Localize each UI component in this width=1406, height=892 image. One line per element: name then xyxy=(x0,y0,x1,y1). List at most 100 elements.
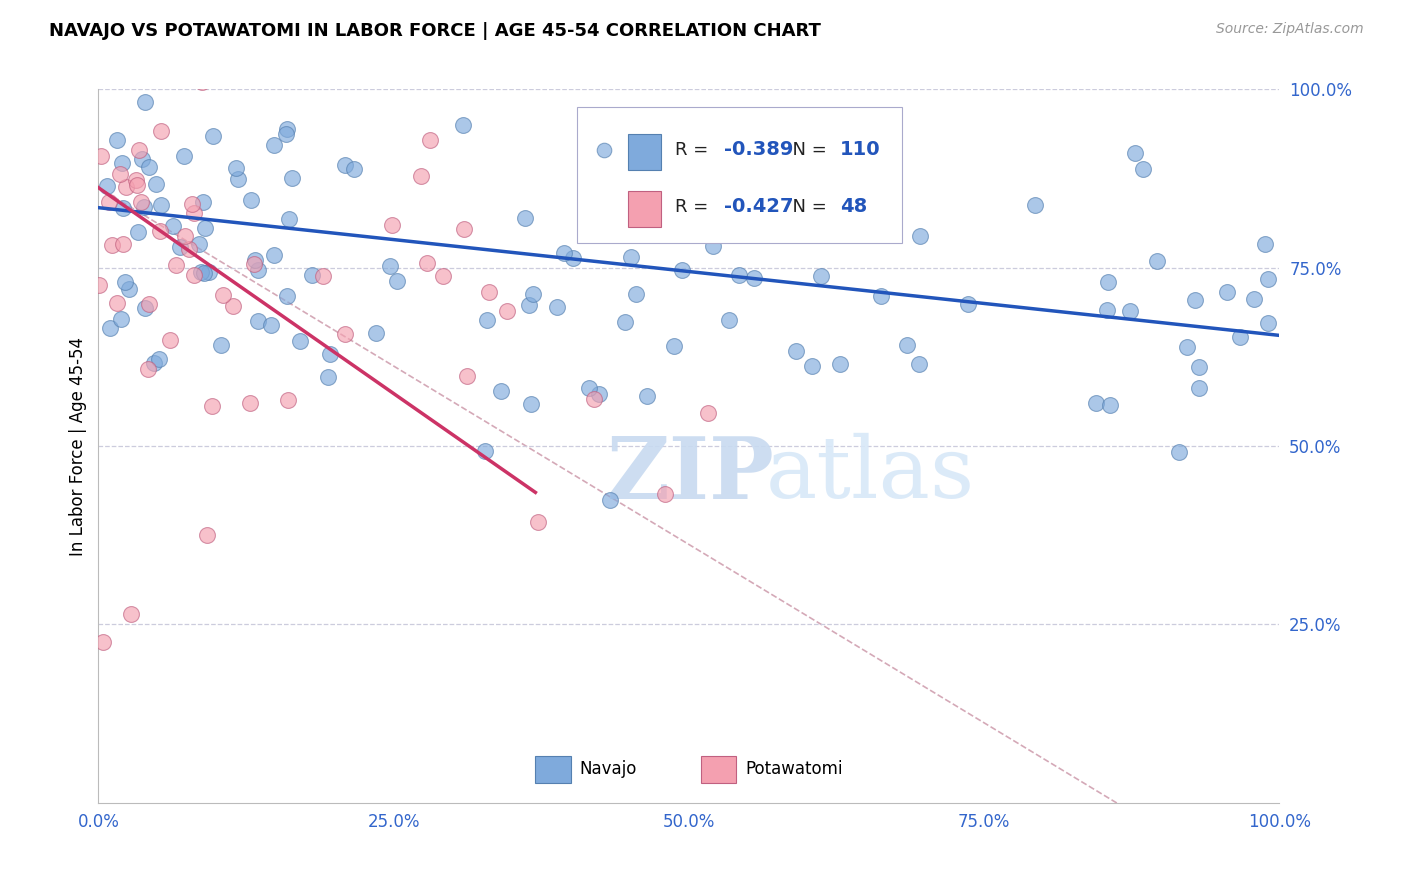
Point xyxy=(1024,198,1046,212)
Point xyxy=(718,313,741,327)
Point xyxy=(456,369,478,384)
Point xyxy=(810,269,832,284)
Point xyxy=(100,237,122,252)
Point xyxy=(654,487,676,501)
Point xyxy=(240,193,263,207)
Point xyxy=(173,228,195,243)
Point xyxy=(150,124,173,138)
Point xyxy=(908,228,931,243)
Point xyxy=(96,179,118,194)
Point xyxy=(111,236,134,251)
Point xyxy=(599,493,621,508)
Point xyxy=(588,387,610,401)
Bar xyxy=(627,191,661,227)
Point xyxy=(159,333,181,347)
Point xyxy=(276,289,298,303)
Text: 48: 48 xyxy=(841,197,868,217)
Point xyxy=(1257,316,1279,330)
Bar xyxy=(627,134,661,169)
Text: NAVAJO VS POTAWATOMI IN LABOR FORCE | AGE 45-54 CORRELATION CHART: NAVAJO VS POTAWATOMI IN LABOR FORCE | AG… xyxy=(49,22,821,40)
Text: R =: R = xyxy=(675,141,714,159)
Text: -0.389: -0.389 xyxy=(724,140,794,160)
Point xyxy=(169,240,191,254)
Point xyxy=(1229,330,1251,344)
Point xyxy=(149,198,172,212)
Point xyxy=(474,443,496,458)
Point xyxy=(1146,253,1168,268)
Point xyxy=(191,75,214,89)
Point xyxy=(112,201,135,215)
Point xyxy=(869,289,891,303)
Point xyxy=(956,297,979,311)
Point xyxy=(593,143,616,157)
Point xyxy=(136,362,159,376)
Point xyxy=(1175,341,1198,355)
Bar xyxy=(536,756,571,783)
Point xyxy=(387,274,409,288)
Point xyxy=(191,195,214,210)
Point xyxy=(245,252,267,267)
Point xyxy=(515,211,537,226)
Point xyxy=(562,251,585,265)
Point xyxy=(1257,272,1279,286)
Point xyxy=(260,318,283,332)
Point xyxy=(636,389,658,403)
Point xyxy=(364,326,387,340)
Point xyxy=(274,127,297,141)
Point xyxy=(128,143,150,157)
Point xyxy=(180,197,202,211)
Point xyxy=(105,296,128,310)
Point xyxy=(183,206,205,220)
Point xyxy=(301,268,323,282)
Point xyxy=(1123,145,1146,160)
Point xyxy=(416,256,439,270)
Point xyxy=(225,161,247,175)
Point xyxy=(517,297,540,311)
Text: N =: N = xyxy=(782,198,832,216)
Point xyxy=(145,178,167,192)
Point xyxy=(620,250,643,264)
Point xyxy=(1119,304,1142,318)
Point xyxy=(1099,399,1122,413)
Point xyxy=(908,357,931,371)
Point xyxy=(665,216,688,230)
Text: atlas: atlas xyxy=(766,433,974,516)
Point xyxy=(246,314,269,328)
Point xyxy=(319,346,342,360)
Point xyxy=(108,167,131,181)
Point xyxy=(201,399,224,413)
Text: R =: R = xyxy=(675,198,714,216)
Point xyxy=(120,607,142,621)
Point xyxy=(138,297,160,311)
Point xyxy=(134,301,156,316)
Point xyxy=(131,153,153,167)
Point xyxy=(143,356,166,370)
Point xyxy=(830,357,852,371)
Point xyxy=(87,278,110,293)
Point xyxy=(316,370,339,384)
Point xyxy=(333,157,356,171)
Point xyxy=(288,334,311,348)
Point xyxy=(617,199,640,213)
Point xyxy=(477,285,499,299)
Point xyxy=(697,406,720,420)
Point xyxy=(263,248,285,262)
Point xyxy=(129,194,152,209)
Point xyxy=(495,304,517,318)
Point xyxy=(209,337,232,351)
Point xyxy=(1167,444,1189,458)
Point xyxy=(475,313,498,327)
Point xyxy=(648,115,671,129)
Y-axis label: In Labor Force | Age 45-54: In Labor Force | Age 45-54 xyxy=(69,336,87,556)
Point xyxy=(451,118,474,132)
Point xyxy=(598,204,620,219)
Point xyxy=(378,259,401,273)
Point xyxy=(311,268,333,283)
Point xyxy=(409,169,432,183)
Point xyxy=(335,327,357,342)
Point xyxy=(114,275,136,289)
Point xyxy=(668,149,690,163)
Point xyxy=(381,219,404,233)
Point xyxy=(125,173,148,187)
Point xyxy=(228,172,250,186)
